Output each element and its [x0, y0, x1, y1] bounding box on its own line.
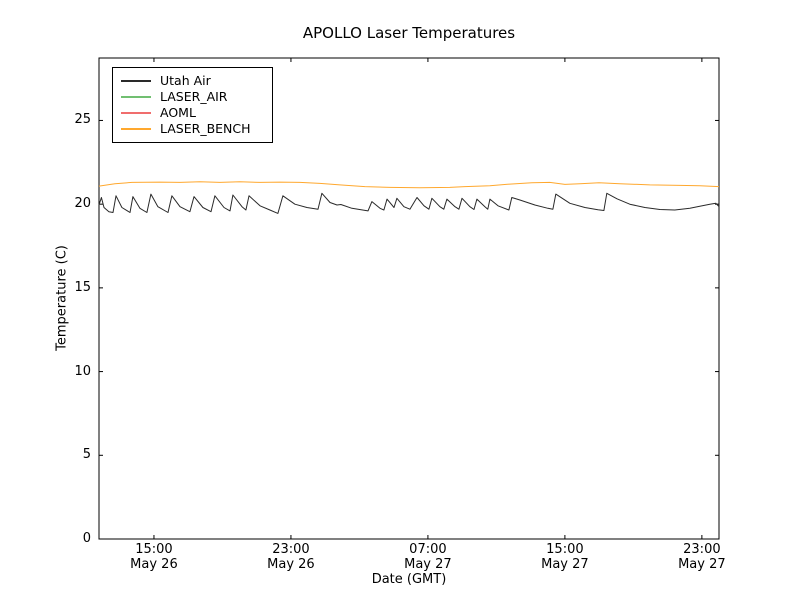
- x-tick-time: 15:00: [135, 542, 173, 557]
- x-tick-date: May 26: [267, 557, 315, 572]
- x-tick-label: 15:00 May 27: [541, 542, 589, 572]
- legend-label: LASER_BENCH: [160, 121, 251, 136]
- x-tick-date: May 27: [541, 557, 589, 572]
- legend-label: Utah Air: [160, 73, 211, 88]
- x-tick-time: 23:00: [272, 542, 310, 557]
- legend-item: AOML: [121, 105, 264, 121]
- x-tick-label: 23:00 May 26: [267, 542, 315, 572]
- legend-label: AOML: [160, 105, 196, 120]
- y-tick-label: 10: [74, 363, 91, 379]
- legend-item: Utah Air: [121, 73, 264, 89]
- legend: Utah Air LASER_AIR AOML LASER_BENCH: [112, 67, 273, 143]
- legend-line-swatch: [121, 112, 151, 114]
- x-tick-date: May 27: [404, 557, 452, 572]
- y-tick-label: 20: [74, 196, 91, 212]
- legend-item: LASER_BENCH: [121, 121, 264, 137]
- legend-line-swatch: [121, 128, 151, 130]
- legend-line-swatch: [121, 80, 151, 82]
- x-tick-date: May 27: [678, 557, 726, 572]
- y-tick-label: 15: [74, 279, 91, 295]
- x-tick-label: 07:00 May 27: [404, 542, 452, 572]
- x-tick-time: 23:00: [683, 542, 721, 557]
- y-tick-label: 5: [82, 447, 91, 463]
- series-line-utah-air: [98, 192, 720, 214]
- y-tick-label: 0: [82, 531, 91, 546]
- y-tick-label: 25: [74, 112, 91, 128]
- x-tick-label: 23:00 May 27: [678, 542, 726, 572]
- x-tick-date: May 26: [130, 557, 178, 572]
- legend-label: LASER_AIR: [160, 89, 228, 104]
- legend-line-swatch: [121, 96, 151, 98]
- x-tick-time: 07:00: [409, 542, 447, 557]
- x-tick-label: 15:00 May 26: [130, 542, 178, 572]
- series-line-laser-bench: [98, 181, 720, 189]
- x-tick-time: 15:00: [546, 542, 584, 557]
- legend-item: LASER_AIR: [121, 89, 264, 105]
- chart-title: APOLLO Laser Temperatures: [302, 24, 516, 42]
- axes-frame: [98, 57, 720, 540]
- x-axis-label: Date (GMT): [371, 572, 447, 587]
- y-axis-label: Temperature (C): [54, 245, 70, 351]
